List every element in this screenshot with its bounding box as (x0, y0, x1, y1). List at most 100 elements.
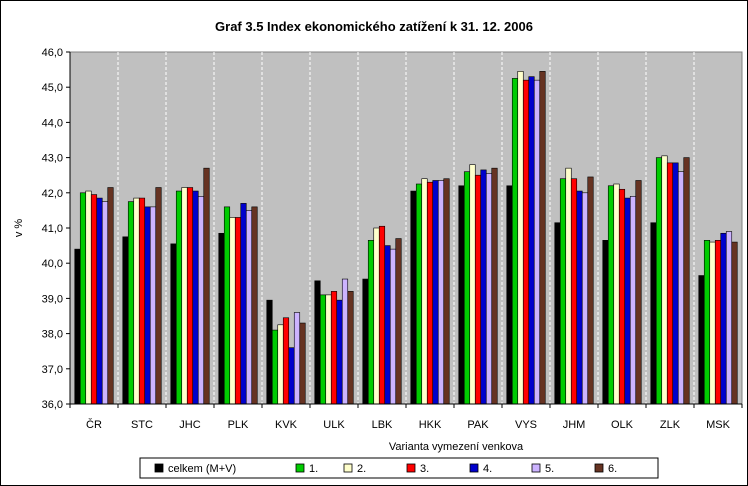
bar (85, 190, 92, 405)
bar (325, 294, 332, 405)
chart-title: Graf 3.5 Index ekonomického zatížení k 3… (215, 19, 533, 34)
bar (613, 183, 620, 405)
x-tick-label: VYS (515, 419, 537, 431)
bar-group-ULK (314, 278, 354, 405)
bar-group-ZLK (650, 155, 690, 405)
legend-item: 3. (406, 463, 429, 475)
y-tick-label: 37,0 (42, 364, 63, 376)
bar (480, 169, 487, 405)
bar (683, 157, 690, 405)
bar (587, 176, 594, 405)
bar (731, 241, 738, 405)
x-tick-label: HKK (419, 419, 442, 431)
y-tick-label: 44,0 (42, 117, 63, 129)
bar-group-KVK (266, 299, 306, 405)
y-tick-label: 40,0 (42, 258, 63, 270)
legend-item: celkem (M+V) (154, 463, 236, 475)
legend-swatch (469, 463, 479, 473)
bar-group-JHM (554, 167, 594, 405)
legend-label: 4. (483, 463, 492, 475)
x-tick-label: ULK (323, 419, 345, 431)
bar (570, 178, 578, 405)
x-tick-label: STC (131, 419, 153, 431)
x-tick-label: ČR (86, 418, 102, 431)
legend: celkem (M+V) 1. 2. 3. 4. 5. 6. (139, 457, 659, 479)
legend-swatch (295, 463, 305, 473)
bar (576, 190, 583, 405)
legend-box (139, 457, 659, 479)
y-tick-label: 36,0 (42, 399, 63, 411)
bar (90, 194, 98, 405)
bar (703, 240, 711, 405)
y-tick-label: 41,0 (42, 223, 63, 235)
y-tick-label: 42,0 (42, 188, 63, 200)
bar (101, 201, 109, 405)
y-tick-label: 45,0 (42, 82, 63, 94)
bar (720, 232, 727, 405)
bar (133, 197, 140, 405)
bar (79, 192, 87, 405)
bar (655, 157, 663, 405)
bar (581, 192, 589, 405)
bar (677, 171, 685, 405)
bar (618, 188, 626, 405)
legend-item: 6. (594, 463, 617, 475)
legend-item: 1. (295, 463, 318, 475)
bar (443, 178, 450, 405)
bar (181, 187, 188, 405)
bar (229, 217, 236, 405)
bar (186, 187, 194, 405)
x-tick-label: PLK (228, 419, 249, 431)
y-tick-label: 43,0 (42, 153, 63, 165)
bar (336, 299, 343, 405)
legend-swatch (594, 463, 604, 473)
legend-swatch (531, 463, 541, 473)
bar (458, 185, 465, 405)
bar (666, 162, 674, 405)
bar (432, 180, 439, 405)
bar (426, 181, 434, 405)
bar (565, 167, 572, 405)
bar (362, 278, 369, 405)
bar (506, 185, 513, 405)
bar (314, 280, 321, 405)
bar-group-VYS (506, 71, 546, 405)
bar (251, 206, 258, 405)
bar (709, 241, 716, 405)
bar (203, 167, 210, 405)
bar (463, 171, 471, 405)
y-tick-label: 38,0 (42, 329, 63, 341)
bar (469, 164, 476, 405)
bar (144, 206, 151, 405)
x-tick-label: JHM (563, 419, 586, 431)
bar (378, 225, 386, 405)
bar (395, 238, 402, 405)
bar (122, 236, 129, 405)
bar-group-PLK (218, 203, 258, 405)
bar (661, 155, 668, 405)
bar (698, 275, 705, 405)
bar (602, 240, 609, 405)
bar (282, 317, 290, 405)
bar (277, 324, 284, 405)
x-tick-label: ZLK (660, 419, 681, 431)
bar-group-MSK (698, 231, 738, 405)
bar (234, 217, 242, 405)
bar (240, 203, 247, 405)
bar-group-OLK (602, 180, 642, 405)
bar (624, 197, 631, 405)
bar (410, 190, 417, 405)
bar (127, 201, 135, 405)
bar (672, 162, 679, 405)
x-axis-label: Varianta vymezení venkova (389, 441, 524, 453)
bar (96, 197, 103, 405)
bar (223, 206, 231, 405)
legend-label: 6. (608, 463, 617, 475)
x-tick-label: JHC (179, 419, 200, 431)
bar (170, 243, 177, 405)
bar (319, 294, 327, 405)
legend-swatch (406, 463, 416, 473)
bar (437, 180, 445, 405)
bar-group-PAK (458, 164, 498, 405)
